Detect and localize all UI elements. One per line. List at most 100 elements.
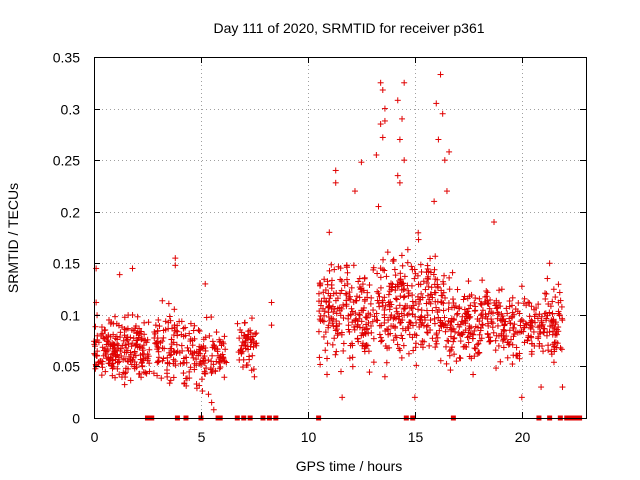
- data-point: [374, 288, 381, 295]
- data-point: [164, 370, 171, 377]
- data-point: [520, 324, 527, 331]
- data-point: [505, 339, 512, 346]
- data-point: [207, 366, 214, 373]
- data-point: [461, 293, 468, 300]
- data-point: [395, 316, 402, 323]
- data-point: [424, 265, 431, 272]
- data-point: [142, 369, 149, 376]
- data-point: [456, 354, 463, 361]
- data-point: [190, 354, 197, 361]
- data-point: [424, 329, 431, 336]
- data-point: [240, 356, 247, 363]
- data-point: [432, 253, 439, 260]
- data-point: [449, 296, 456, 303]
- data-point: [380, 256, 387, 263]
- data-point: [351, 326, 358, 333]
- data-point: [396, 302, 403, 309]
- data-point: [398, 332, 405, 339]
- data-point: [140, 369, 147, 376]
- data-point: [392, 315, 399, 322]
- y-tick-label: 0.25: [53, 153, 80, 169]
- data-point: [155, 344, 162, 351]
- data-point: [509, 324, 516, 331]
- data-point: [191, 322, 198, 329]
- data-point: [338, 287, 345, 294]
- data-point: [98, 324, 105, 331]
- data-point: [107, 341, 114, 348]
- data-point: [141, 331, 148, 338]
- data-point: [507, 320, 514, 327]
- data-point: [324, 355, 331, 362]
- data-point: [209, 338, 216, 345]
- data-point: [432, 344, 439, 351]
- data-point: [377, 121, 384, 128]
- data-point: [551, 339, 558, 346]
- data-point: [367, 300, 374, 307]
- data-point: [546, 309, 553, 316]
- data-point: [384, 249, 391, 256]
- data-point: [130, 335, 137, 342]
- data-point: [452, 303, 459, 310]
- data-point: [448, 344, 455, 351]
- data-point: [123, 326, 130, 333]
- data-point: [537, 328, 544, 335]
- data-point: [551, 348, 558, 355]
- data-point: [388, 280, 395, 287]
- data-point: [330, 323, 337, 330]
- data-point: [515, 299, 522, 306]
- data-point: [114, 351, 121, 358]
- data-point: [209, 352, 216, 359]
- data-point: [466, 323, 473, 330]
- data-point: [152, 322, 159, 329]
- data-point: [116, 358, 123, 365]
- data-point: [199, 388, 206, 395]
- data-point: [162, 326, 169, 333]
- data-point: [441, 272, 448, 279]
- data-point: [518, 316, 525, 323]
- data-point: [317, 302, 324, 309]
- data-point: [320, 318, 327, 325]
- data-point: [129, 340, 136, 347]
- data-point: [479, 277, 486, 284]
- data-point: [373, 317, 380, 324]
- data-point: [509, 361, 516, 368]
- data-point: [426, 299, 433, 306]
- data-point: [377, 334, 384, 341]
- data-point: [479, 307, 486, 314]
- data-point: [433, 100, 440, 107]
- data-point: [154, 359, 161, 366]
- x-tick-label: 10: [301, 429, 317, 445]
- data-point: [179, 347, 186, 354]
- data-point: [555, 308, 562, 315]
- data-point: [98, 361, 105, 368]
- data-point: [373, 151, 380, 158]
- data-point: [381, 373, 388, 380]
- data-point: [393, 305, 400, 312]
- data-point: [500, 336, 507, 343]
- data-point: [154, 328, 161, 335]
- data-point: [431, 320, 438, 327]
- data-point: [438, 299, 445, 306]
- data-point: [546, 260, 553, 267]
- data-point: [323, 299, 330, 306]
- data-point: [420, 278, 427, 285]
- data-point: [430, 271, 437, 278]
- data-point: [379, 266, 386, 273]
- data-point: [417, 261, 424, 268]
- data-point: [406, 319, 413, 326]
- data-point: [350, 262, 357, 269]
- data-point: [431, 198, 438, 205]
- data-point: [358, 285, 365, 292]
- data-point: [128, 361, 135, 368]
- data-point: [408, 263, 415, 270]
- data-point: [162, 318, 169, 325]
- data-point: [471, 353, 478, 360]
- data-point: [550, 359, 557, 366]
- data-point: [520, 318, 527, 325]
- data-point: [433, 340, 440, 347]
- data-point: [114, 365, 121, 372]
- data-point: [470, 371, 477, 378]
- data-point: [318, 298, 325, 305]
- data-point: [203, 365, 210, 372]
- data-point: [415, 236, 422, 243]
